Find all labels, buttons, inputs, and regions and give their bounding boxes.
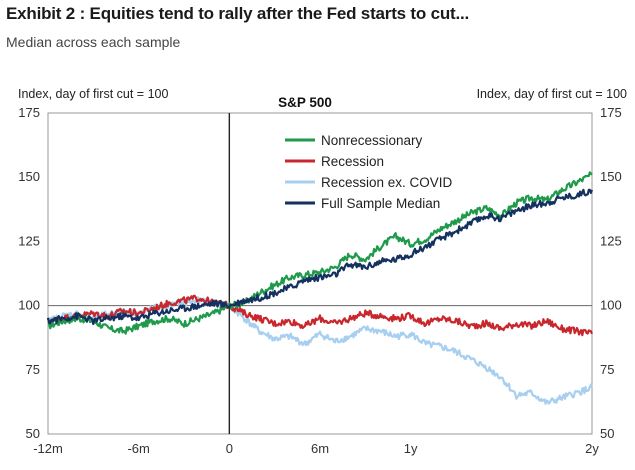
x-tick-label: -12m [33, 441, 63, 456]
y-tick-label-right: 125 [600, 233, 622, 248]
y-tick-label-right: 50 [600, 426, 614, 441]
plot-frame [47, 112, 593, 435]
series-line-recession-ex-covid [47, 296, 594, 405]
y-tick-label-right: 150 [600, 169, 622, 184]
plot-title: S&P 500 [278, 95, 332, 110]
series-line-recession [46, 294, 594, 337]
chart-subtitle: Median across each sample [6, 34, 181, 50]
y-tick-label-right: 100 [600, 298, 622, 313]
legend-label: Recession [321, 154, 384, 169]
y-tick-label-left: 150 [18, 169, 40, 184]
legend-label: Recession ex. COVID [321, 175, 453, 190]
legend: Nonrecessionary Recession Recession ex. CO… [285, 133, 453, 211]
y-tick-label-left: 75 [26, 362, 40, 377]
y-tick-label-right: 175 [600, 105, 622, 120]
y-tick-label-left: 100 [18, 298, 40, 313]
y-tick-label-left: 175 [18, 105, 40, 120]
x-tick-label: 1y [404, 441, 418, 456]
chart-title: Exhibit 2 : Equities tend to rally after… [6, 4, 470, 23]
y-axis-label-left: Index, day of first cut = 100 [18, 87, 168, 101]
y-tick-label-left: 125 [18, 233, 40, 248]
y-tick-label-left: 50 [26, 426, 40, 441]
x-tick-label: 2y [585, 441, 599, 456]
x-tick-label: 0 [226, 441, 233, 456]
series-line-full-sample-median [46, 188, 594, 326]
legend-label: Full Sample Median [321, 196, 440, 211]
y-tick-label-right: 75 [600, 362, 614, 377]
legend-label: Nonrecessionary [321, 133, 423, 148]
x-tick-label: -6m [127, 441, 149, 456]
x-tick-label: 6m [311, 441, 329, 456]
y-axis-label-right: Index, day of first cut = 100 [477, 87, 627, 101]
